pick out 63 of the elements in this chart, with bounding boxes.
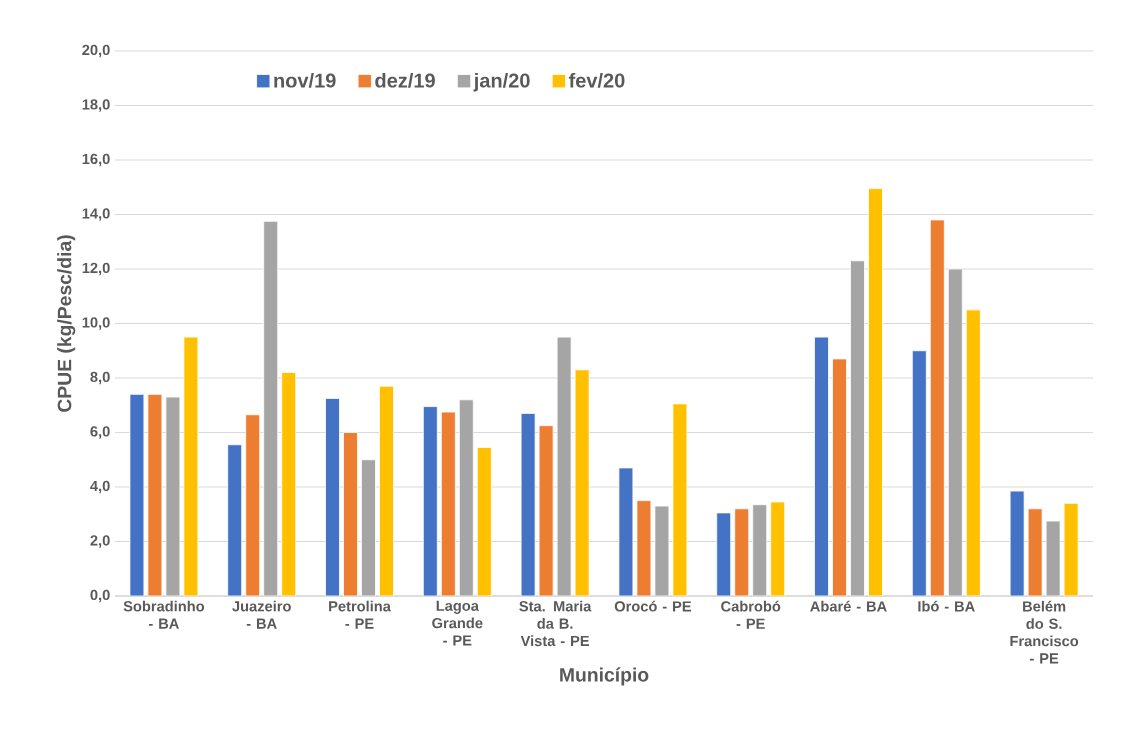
x-tick-label: Orocó - PE (614, 600, 692, 612)
y-tick-label: 16,0 (82, 153, 110, 167)
legend-label: nov/19 (274, 72, 336, 88)
x-tick-label: Abaré - BA (810, 600, 887, 612)
bar (911, 350, 927, 596)
bar (325, 398, 340, 596)
bar (422, 406, 438, 596)
bar (574, 369, 590, 596)
bar (165, 396, 181, 596)
y-tick-label: 18,0 (82, 99, 110, 112)
bar (752, 504, 768, 596)
bar (734, 508, 750, 596)
bar (929, 219, 945, 596)
x-tick-label: Belém do S. Francisco - PE (1010, 600, 1079, 664)
bar (770, 501, 786, 596)
bar (147, 393, 163, 596)
y-tick-label: 8,0 (90, 371, 110, 385)
bar (716, 512, 732, 596)
x-axis-title: Município (560, 667, 649, 686)
bar (832, 358, 847, 596)
y-tick-label: 0,0 (90, 589, 110, 603)
y-tick-label: 10,0 (82, 317, 110, 330)
bar (263, 220, 279, 596)
y-tick-label: 14,0 (82, 208, 110, 221)
y-tick-label: 12,0 (82, 262, 110, 276)
legend-label: fev/20 (568, 72, 625, 88)
bar (183, 336, 199, 596)
bar (654, 505, 670, 596)
bar (476, 447, 492, 596)
bar (245, 414, 261, 596)
bar (965, 309, 981, 596)
y-tick-label: 20,0 (82, 44, 110, 58)
bar (814, 336, 829, 596)
bar (1045, 520, 1061, 596)
bar (343, 432, 358, 596)
bar (556, 336, 572, 596)
bar (947, 268, 963, 596)
bar (440, 411, 456, 596)
bar (636, 500, 652, 596)
y-tick-label: 4,0 (90, 480, 110, 494)
y-tick-label: 6,0 (90, 426, 110, 439)
bar (281, 372, 297, 596)
bar (379, 385, 394, 596)
bar (458, 399, 474, 596)
x-tick-label: Lagoa Grande - PE (432, 600, 483, 646)
x-tick-label: Sta. Maria da B. Vista - PE (519, 600, 592, 647)
bar (850, 260, 865, 596)
legend-label: jan/20 (473, 72, 530, 92)
bar (672, 403, 688, 596)
bar (868, 188, 883, 596)
x-tick-label: Cabrobó - PE (721, 600, 781, 629)
bar (1063, 502, 1079, 596)
bar (361, 459, 376, 596)
x-tick-label: Petrolina - PE (329, 600, 391, 629)
x-tick-label: Ibó - BA (918, 600, 975, 612)
y-axis-title: CPUE (kg/Pesc/dia) (57, 235, 76, 412)
x-tick-label: Juazeiro - BA (232, 600, 291, 629)
legend-label: dez/19 (375, 72, 435, 88)
x-tick-label: Sobradinho - BA (123, 600, 205, 629)
bar (227, 444, 243, 596)
y-tick-label: 2,0 (90, 535, 110, 548)
bar (538, 425, 554, 596)
bar (1027, 508, 1043, 596)
